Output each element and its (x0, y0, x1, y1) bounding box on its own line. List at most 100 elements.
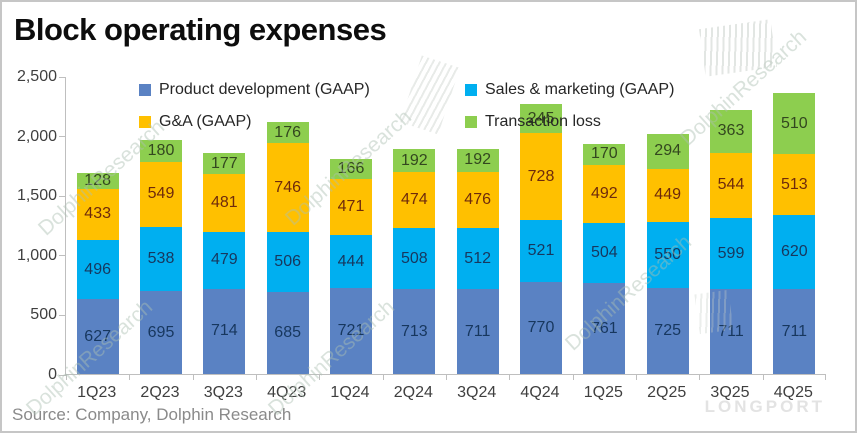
x-tick-label: 2Q25 (647, 384, 687, 401)
source-note: Source: Company, Dolphin Research (12, 405, 292, 424)
x-tick-label: 4Q23 (267, 384, 307, 401)
x-tick-label: 2Q23 (140, 384, 180, 401)
bar-segment: 627 (76, 299, 119, 374)
bar-segment: 510 (773, 93, 816, 155)
bar-segment: 713 (393, 289, 436, 374)
x-tick-mark (762, 374, 764, 380)
bar-segment: 599 (710, 217, 752, 290)
bar-value-label: 245 (527, 109, 555, 127)
x-tick-label: 3Q23 (203, 384, 243, 401)
bar-value-label: 170 (590, 145, 618, 163)
y-tick-mark (59, 374, 66, 376)
bar-segment: 449 (646, 168, 689, 223)
bar-value-label: 510 (780, 114, 808, 132)
bar: 695 538 549 180 (140, 140, 182, 374)
bar-segment: 620 (773, 215, 816, 290)
bar: 721 444 471 166 (330, 159, 372, 374)
y-tick-label: 500 (30, 306, 57, 324)
x-tick-mark (509, 374, 511, 380)
y-tick-label: 1,000 (16, 246, 57, 264)
bar-segment: 711 (456, 289, 499, 374)
x-tick-label: 3Q24 (457, 384, 497, 401)
bar-value-label: 721 (337, 322, 365, 340)
bar-value-label: 713 (400, 322, 428, 340)
legend-item: Product development (GAAP) (139, 80, 465, 99)
bar-value-label: 513 (780, 175, 808, 193)
x-tick-mark (66, 374, 67, 380)
y-tick-mark (59, 195, 66, 197)
bar: 711 599 544 363 (710, 109, 752, 374)
bar-segment: 714 (203, 288, 246, 374)
bar-segment: 471 (330, 179, 372, 236)
bar-value-label: 444 (337, 252, 365, 270)
legend-swatch-icon (465, 83, 477, 96)
legend: Product development (GAAP) Sales & market… (139, 80, 674, 131)
x-tick-mark (256, 374, 257, 380)
legend-swatch-icon (139, 115, 151, 128)
y-tick-label: 2,000 (16, 127, 57, 145)
bar-segment: 481 (203, 174, 246, 232)
x-axis-labels: 1Q23 2Q23 3Q23 4Q23 1Q24 2Q24 3Q24 4Q24 1Q25 2Q25… (65, 384, 825, 406)
bar-value-label: 761 (590, 319, 618, 337)
bar-segment: 512 (456, 228, 499, 290)
bar: 685 506 746 176 (266, 122, 309, 374)
bar-segment: 166 (330, 159, 372, 179)
legend-item: Sales & marketing (GAAP) (465, 80, 674, 99)
bar-value-label: 496 (84, 260, 111, 278)
bar-segment: 363 (710, 109, 752, 154)
x-tick-mark (319, 374, 321, 380)
x-tick-label: 3Q25 (710, 384, 750, 401)
legend-item: Transaction loss (465, 112, 674, 131)
bar-value-label: 479 (210, 251, 238, 269)
bar-segment: 504 (583, 223, 626, 284)
bar: 714 479 481 177 (203, 153, 246, 374)
bar-value-label: 746 (274, 178, 301, 196)
x-tick-mark (825, 374, 826, 380)
legend-item: G&A (GAAP) (139, 112, 465, 131)
bar-segment: 770 (520, 282, 562, 374)
bar: 761 504 492 170 (583, 144, 626, 374)
bar-segment: 711 (710, 289, 752, 374)
bar-segment: 177 (203, 153, 246, 175)
bar-segment: 476 (456, 171, 499, 229)
y-tick-mark (59, 76, 66, 78)
bar-value-label: 512 (464, 249, 491, 267)
bar-segment: 496 (76, 240, 119, 300)
bar-segment: 508 (393, 228, 436, 290)
bar-value-label: 471 (337, 198, 365, 216)
bar-segment: 685 (266, 292, 309, 374)
bar-segment: 695 (140, 291, 182, 374)
bar-segment: 550 (646, 222, 689, 288)
bar-value-label: 711 (781, 322, 808, 340)
bar-segment: 521 (520, 220, 562, 283)
y-tick-label: 2,500 (16, 68, 57, 85)
bar: 725 550 449 294 (646, 133, 689, 374)
bar-value-label: 506 (274, 253, 301, 271)
bar-value-label: 449 (654, 186, 681, 204)
bar-value-label: 474 (400, 191, 428, 209)
bar-value-label: 492 (590, 184, 618, 202)
bar-value-label: 508 (400, 249, 428, 267)
bar-value-label: 685 (274, 324, 301, 342)
bar-segment: 549 (140, 161, 182, 228)
plot-area: 627 496 433 128 695 538 549 180 714 479 481 177 685 5… (59, 76, 826, 380)
x-tick-label: 2Q24 (393, 384, 433, 401)
bar-segment: 294 (646, 133, 689, 169)
barcode-watermark-icon (699, 19, 777, 77)
bar-value-label: 711 (718, 322, 744, 340)
bar-segment: 192 (456, 148, 499, 172)
bar-value-label: 725 (654, 321, 681, 339)
bar-value-label: 620 (780, 243, 808, 261)
bar-segment: 711 (773, 289, 816, 374)
bar-segment: 761 (583, 283, 626, 374)
x-tick-label: 4Q24 (520, 384, 560, 401)
bar-segment: 513 (773, 154, 816, 216)
legend-label: G&A (GAAP) (159, 112, 252, 130)
bar-value-label: 770 (527, 319, 555, 337)
bar-value-label: 544 (717, 176, 745, 194)
x-tick-mark (192, 374, 194, 380)
bar-value-label: 476 (464, 190, 491, 208)
x-tick-label: 1Q25 (583, 384, 623, 401)
bar-value-label: 166 (337, 160, 365, 178)
